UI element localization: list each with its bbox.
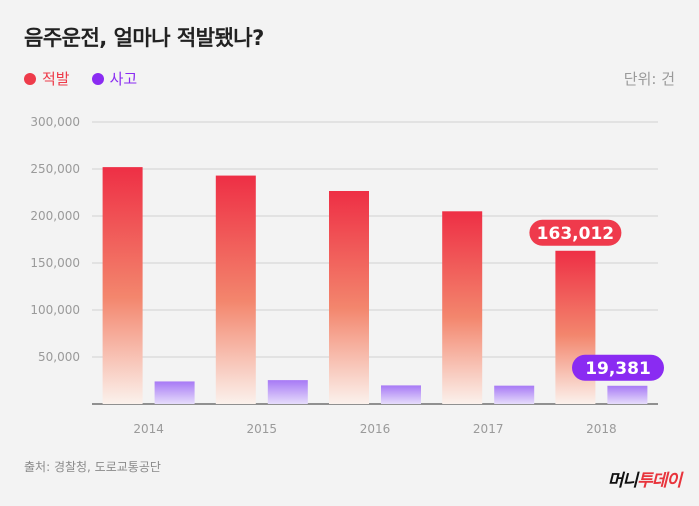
legend-label-enforcement: 적발 (42, 70, 70, 88)
legend-label-accident: 사고 (109, 70, 138, 88)
y-tick-label: 300,000 (30, 115, 80, 129)
bars (102, 167, 648, 404)
x-tick-label: 2015 (247, 422, 278, 436)
bar-enforcement (102, 167, 143, 404)
bar-accident (607, 385, 648, 404)
publisher-logo: 머니투데이 (607, 466, 682, 491)
legend-item-accident: 사고 (91, 68, 138, 89)
x-axis-ticks: 2014 2015 2016 2017 2018 (133, 422, 616, 436)
legend: 적발 사고 (24, 68, 137, 89)
bar-enforcement (442, 211, 483, 404)
bar-enforcement (329, 190, 369, 404)
bar-accident (494, 385, 535, 404)
x-tick-label: 2014 (133, 422, 164, 436)
bar-accident (381, 385, 421, 404)
legend-dot-accident (91, 72, 104, 85)
x-tick-label: 2017 (473, 422, 504, 436)
y-tick-label: 250,000 (30, 162, 80, 176)
bar-accident (154, 381, 195, 404)
callout-value: 19,381 (585, 359, 651, 379)
source-label: 출처: 경찰청, 도로교통공단 (24, 460, 161, 474)
y-tick-label: 200,000 (30, 209, 80, 223)
y-tick-label: 50,000 (38, 350, 80, 364)
unit-label: 단위: 건 (623, 70, 675, 88)
bar-enforcement (555, 250, 596, 404)
callout-bubble (529, 219, 622, 246)
x-tick-label: 2016 (360, 422, 391, 436)
y-axis-ticks: 50,000 100,000 150,000 200,000 250,000 300,00… (30, 115, 80, 364)
callouts: 163,012 19,381 (529, 219, 664, 381)
logo-part1: 머니 (607, 471, 638, 491)
chart-title: 음주운전, 얼마나 적발됐나? (24, 26, 264, 50)
bar-accident (267, 380, 308, 404)
y-tick-label: 100,000 (30, 303, 80, 317)
logo-part2: 투데이 (637, 471, 682, 491)
x-tick-label: 2018 (586, 422, 617, 436)
callout-bubble (572, 354, 664, 381)
y-tick-label: 150,000 (30, 256, 80, 270)
legend-item-enforcement: 적발 (24, 68, 70, 89)
callout-value: 163,012 (537, 224, 614, 244)
bar-enforcement (215, 175, 256, 404)
legend-dot-enforcement (24, 72, 36, 85)
